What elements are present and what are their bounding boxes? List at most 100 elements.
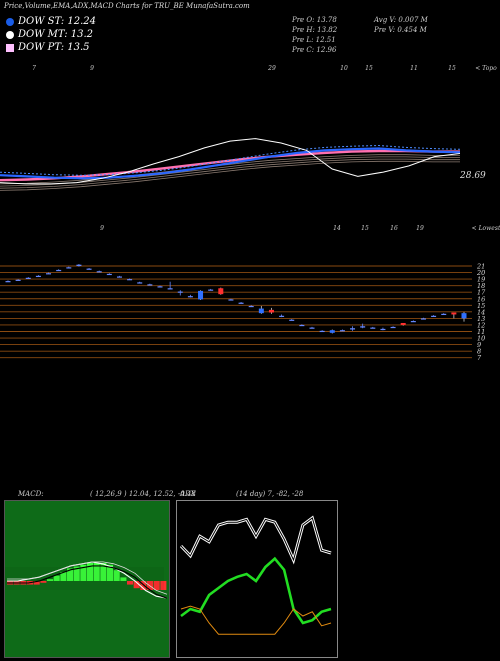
macd-histogram-bar xyxy=(53,575,60,581)
candle-body xyxy=(86,268,92,270)
macd-histogram-bar xyxy=(93,563,100,581)
macd-histogram-bar xyxy=(153,581,160,590)
price-level-label: 16 xyxy=(477,295,485,303)
macd-histogram-bar xyxy=(160,581,167,590)
candle-body xyxy=(5,281,11,283)
candle xyxy=(238,302,244,304)
candle xyxy=(350,326,356,331)
candle-body xyxy=(228,299,234,301)
price-level-label: 8 xyxy=(477,348,481,356)
price-level-label: 10 xyxy=(477,335,485,343)
prev-open: Pre O: 13.78 xyxy=(292,16,337,24)
bottom-axis-label: 14 xyxy=(333,225,341,232)
candle xyxy=(86,267,92,270)
price-level-label: 19 xyxy=(477,276,485,284)
candle-body xyxy=(420,318,426,320)
candle xyxy=(187,294,193,298)
candle-body xyxy=(380,328,386,331)
candle xyxy=(248,305,254,308)
macd-histogram-bar xyxy=(127,581,134,585)
candle-body xyxy=(319,330,325,333)
macd-histogram-bar xyxy=(40,581,47,583)
dow-st-legend: DOW ST: 12.24 xyxy=(6,16,96,27)
candle xyxy=(167,281,173,290)
macd-signal-line-2 xyxy=(7,561,168,595)
bottom-axis-label: 15 xyxy=(361,225,369,232)
prev-low: Pre L: 12.51 xyxy=(292,36,336,44)
candle-body xyxy=(258,308,264,314)
candle xyxy=(198,290,204,301)
candle xyxy=(390,326,396,329)
candle-body xyxy=(329,330,335,333)
candle-body xyxy=(35,275,41,278)
price-level-label: 9 xyxy=(477,341,481,349)
macd-histogram-bar xyxy=(133,581,140,589)
candle xyxy=(299,324,305,327)
candle-body xyxy=(451,312,457,315)
price-level-label: 13 xyxy=(477,315,485,323)
adx-line xyxy=(180,605,332,635)
price-level-label: 12 xyxy=(477,321,485,329)
ema-long-line xyxy=(0,149,460,182)
candle-body xyxy=(66,267,72,269)
price-level-label: 18 xyxy=(477,282,485,290)
macd-histogram-bar xyxy=(47,579,54,581)
candle-body xyxy=(350,328,356,330)
adx-minus-di-line xyxy=(180,556,332,625)
candle-body xyxy=(15,279,21,281)
dow-st-text: DOW ST: 12.24 xyxy=(18,16,97,27)
candle xyxy=(218,287,224,295)
macd-histogram-bar xyxy=(67,568,74,581)
macd-histogram-bar xyxy=(80,564,87,581)
macd-values: ( 12,26,9 ) 12.04, 12.52, -0.48 xyxy=(90,490,196,498)
candle-body xyxy=(106,273,112,276)
candle xyxy=(329,329,335,334)
candle xyxy=(431,315,437,317)
avg-volume: Avg V: 0.007 M xyxy=(374,16,428,24)
candle-body xyxy=(299,324,305,327)
macd-histogram-bar xyxy=(100,563,107,581)
candle xyxy=(15,279,21,281)
candle-body xyxy=(177,291,183,293)
macd-histogram-bar xyxy=(73,566,80,581)
top-axis-label: 9 xyxy=(90,65,94,72)
candle-body xyxy=(279,315,285,317)
macd-histogram-bar xyxy=(60,572,67,581)
prev-close: Pre C: 12.96 xyxy=(292,46,337,54)
macd-label: MACD: xyxy=(18,490,44,498)
macd-histogram-bar xyxy=(113,570,120,581)
adx-panel xyxy=(176,500,338,658)
candle-body xyxy=(410,321,416,323)
ema-short-dashed xyxy=(0,144,461,176)
candle xyxy=(360,323,366,329)
macd-histogram-bar xyxy=(120,577,127,581)
candle xyxy=(177,290,183,296)
ema-short-line xyxy=(0,147,461,180)
price-level-label: 11 xyxy=(477,328,485,336)
candle xyxy=(25,277,31,279)
candle-body xyxy=(268,309,274,313)
candle xyxy=(106,273,112,276)
candle-body xyxy=(360,326,366,328)
candle-body xyxy=(25,277,31,279)
candle-body xyxy=(56,269,62,272)
candle xyxy=(147,283,153,286)
adx-label: ADX xyxy=(180,490,196,498)
top-axis-label: < Topo xyxy=(475,65,497,72)
candle-body xyxy=(137,282,143,284)
candle-body xyxy=(289,319,295,321)
adx-chart xyxy=(179,515,332,635)
dow-mt-text: DOW MT: 13.2 xyxy=(18,29,94,40)
candle-body xyxy=(147,284,153,286)
macd-signal-line xyxy=(7,565,168,599)
ema-band-line xyxy=(0,158,460,189)
candle xyxy=(451,312,457,319)
candle xyxy=(380,327,386,331)
price-level-label: 21 xyxy=(476,263,485,271)
candle xyxy=(137,281,143,284)
candle xyxy=(157,285,163,288)
candle-body xyxy=(187,296,193,298)
candle-body xyxy=(76,264,82,266)
macd-histogram-bar xyxy=(33,581,40,585)
candle xyxy=(319,330,325,333)
